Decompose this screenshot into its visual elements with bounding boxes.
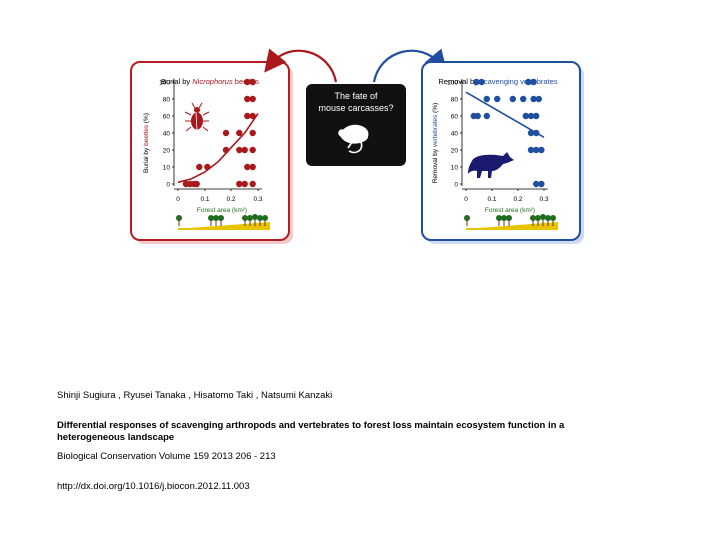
right-landscape-trees (464, 214, 558, 230)
x-tick-label: 0.1 (200, 196, 209, 203)
data-point (241, 180, 248, 188)
data-point (533, 112, 540, 120)
beetle-icon (184, 102, 210, 132)
y-tick-label: 40 (451, 130, 459, 137)
graphical-abstract-figure: Burial by Nicrophorus beetles Burial by … (130, 48, 584, 244)
data-point (222, 146, 230, 154)
removal-scatter-chart: 0 10 20 40 60 80 100 0 0.1 0.2 0.3 (447, 78, 549, 203)
y-tick-label: 10 (163, 164, 171, 171)
citation-title: Differential responses of scavenging art… (57, 420, 565, 443)
y-tick-label: 80 (163, 96, 171, 103)
x-tick-label: 0.3 (539, 196, 548, 203)
data-point (241, 146, 248, 154)
arrow-to-vertebrates (372, 48, 448, 83)
data-point (522, 112, 529, 120)
y-tick-label: 10 (451, 164, 459, 171)
y-tick-label: 60 (451, 113, 459, 120)
data-point (538, 146, 545, 154)
data-point (538, 180, 545, 188)
data-point (473, 78, 480, 86)
left-y-axis-label: Burial by beetles (%) (143, 113, 150, 173)
y-tick-label: 0 (166, 181, 170, 188)
x-tick-label: 0 (464, 196, 468, 203)
y-tick-label: 20 (163, 147, 171, 154)
data-point (483, 95, 490, 103)
data-point (249, 78, 256, 86)
data-point (530, 95, 537, 103)
x-tick-label: 0.3 (253, 196, 262, 203)
data-point (249, 180, 256, 188)
x-tick-label: 0.1 (487, 196, 496, 203)
data-point (535, 95, 542, 103)
x-tick-label: 0 (176, 196, 180, 203)
data-point (249, 129, 256, 137)
center-question-box: The fate of mouse carcasses? (306, 84, 406, 166)
burial-scatter-chart: 0 10 20 40 60 80 100 0 0.1 0.2 0.3 (159, 78, 263, 203)
data-point (525, 78, 532, 86)
right-panel-title: Removal by scavenging vertebrates (438, 77, 557, 86)
data-point (244, 112, 251, 120)
y-tick-label: 20 (451, 147, 459, 154)
data-point (236, 180, 243, 188)
center-box-line1: The fate of (334, 91, 378, 101)
y-tick-label: 100 (447, 79, 458, 86)
data-point (244, 163, 251, 171)
citation-doi-link[interactable]: http://dx.doi.org/10.1016/j.biocon.2012.… (57, 481, 250, 492)
raccoon-dog-icon (468, 152, 514, 178)
data-point (193, 180, 200, 188)
data-point (527, 129, 535, 137)
left-landscape-trees (176, 214, 270, 230)
y-tick-label: 40 (163, 130, 171, 137)
data-point (474, 112, 481, 120)
arrow-to-beetles (264, 48, 338, 83)
data-point (236, 146, 243, 154)
data-point (249, 95, 256, 103)
data-point (249, 146, 256, 154)
data-point (204, 163, 211, 171)
citation-authors: Shinji Sugiura , Ryusei Tanaka , Hisatom… (57, 390, 333, 401)
y-tick-label: 60 (163, 113, 171, 120)
data-point (244, 78, 251, 86)
data-point (244, 95, 251, 103)
x-tick-label: 0.2 (226, 196, 235, 203)
data-point (236, 129, 243, 137)
trend-line (465, 91, 545, 138)
data-point (196, 163, 203, 171)
left-x-axis-label: Forest area (km²) (197, 207, 247, 214)
data-point (249, 112, 256, 120)
center-box-line2: mouse carcasses? (318, 103, 393, 113)
data-point (533, 180, 540, 188)
data-point (520, 95, 527, 103)
data-point (483, 112, 490, 120)
right-x-axis-label: Forest area (km²) (485, 207, 535, 214)
y-tick-label: 100 (159, 79, 170, 86)
trend-line (177, 113, 259, 184)
data-point (478, 78, 485, 86)
data-point (222, 129, 230, 137)
data-point (509, 95, 516, 103)
data-point (527, 146, 535, 154)
y-tick-label: 0 (454, 181, 458, 188)
citation-journal: Biological Conservation Volume 159 2013 … (57, 451, 276, 462)
data-point (494, 95, 501, 103)
left-panel: Burial by Nicrophorus beetles Burial by … (130, 61, 293, 244)
data-point (533, 129, 540, 137)
data-point (530, 78, 537, 86)
right-panel: Removal by scavenging vertebrates Remova… (421, 61, 584, 244)
right-y-axis-label: Removal by vertebrates (%) (432, 103, 439, 184)
mouse-carcass-icon (338, 124, 369, 154)
x-tick-label: 0.2 (513, 196, 522, 203)
data-point (249, 163, 256, 171)
y-tick-label: 80 (451, 96, 459, 103)
data-point (533, 146, 540, 154)
data-point (527, 112, 535, 120)
